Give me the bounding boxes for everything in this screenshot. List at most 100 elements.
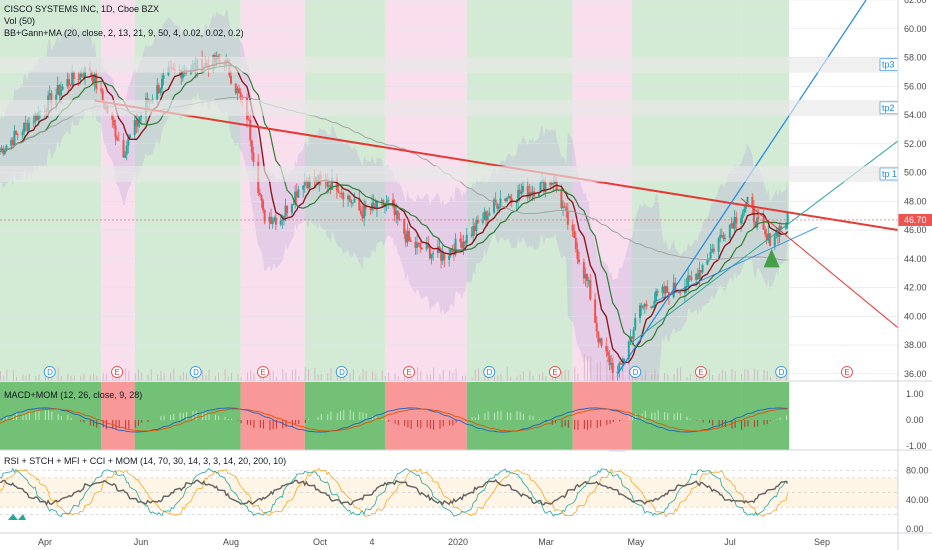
macd-histogram-bar xyxy=(6,416,8,420)
volume-bar xyxy=(721,369,723,381)
candle xyxy=(698,270,701,280)
candle xyxy=(428,247,431,259)
candle xyxy=(488,212,491,216)
macd-histogram-bar xyxy=(667,412,669,420)
bollinger-band xyxy=(0,9,788,466)
macd-histogram-bar xyxy=(125,420,127,430)
candle xyxy=(406,231,409,243)
target-zone xyxy=(0,166,898,182)
macd-histogram-bar xyxy=(134,420,136,428)
macd-histogram-bar xyxy=(522,413,524,420)
candle xyxy=(475,219,478,232)
candle xyxy=(374,205,377,209)
macd-histogram-bar xyxy=(327,414,329,420)
candle xyxy=(448,255,451,260)
candle xyxy=(359,210,362,215)
macd-histogram-bar xyxy=(757,420,759,427)
candle xyxy=(408,231,411,241)
candle xyxy=(138,117,141,122)
macd-histogram-bar xyxy=(141,420,143,423)
candle xyxy=(578,259,581,263)
candle xyxy=(711,248,714,252)
candle xyxy=(239,92,242,97)
macd-histogram-bar xyxy=(429,420,431,429)
macd-zone xyxy=(384,382,467,450)
volume-bar xyxy=(599,361,601,381)
candle xyxy=(417,242,420,244)
candle xyxy=(432,252,435,254)
candle xyxy=(69,84,72,86)
volume-bar xyxy=(567,370,569,381)
event-marker-label: E xyxy=(552,368,557,377)
macd-histogram-bar xyxy=(186,411,188,420)
candle xyxy=(653,300,656,306)
volume-bar xyxy=(89,375,91,381)
macd-histogram-bar xyxy=(224,416,226,420)
volume-bar xyxy=(388,372,390,381)
candle xyxy=(80,73,83,77)
candle xyxy=(571,224,574,231)
macd-histogram-bar xyxy=(474,417,476,420)
target-label: tp3 xyxy=(882,60,895,70)
candle xyxy=(32,122,35,123)
candle xyxy=(651,305,654,308)
volume-bar xyxy=(372,371,374,381)
macd-histogram-bar xyxy=(452,420,454,426)
target-zone xyxy=(0,99,898,116)
candle xyxy=(339,192,342,194)
candle xyxy=(181,72,184,79)
volume-bar xyxy=(170,372,172,381)
macd-histogram-bar xyxy=(664,411,666,420)
candle xyxy=(351,202,354,204)
volume-bar xyxy=(73,375,75,381)
candle xyxy=(611,362,614,373)
volume-bar xyxy=(67,373,69,381)
candle xyxy=(454,238,457,255)
candle xyxy=(566,210,569,225)
candle xyxy=(347,195,350,200)
candle xyxy=(746,196,749,204)
volume-bar xyxy=(349,373,351,381)
candle xyxy=(595,322,598,332)
candle xyxy=(363,205,366,219)
volume-bar xyxy=(744,368,746,381)
candle xyxy=(122,140,125,158)
macd-histogram-bar xyxy=(410,420,412,429)
macd-histogram-bar xyxy=(230,418,232,420)
volume-bar xyxy=(282,369,284,381)
volume-bar xyxy=(680,367,682,381)
candle xyxy=(526,186,529,198)
macd-histogram-bar xyxy=(487,411,489,420)
candle xyxy=(236,88,239,94)
macd-histogram-bar xyxy=(349,409,351,420)
macd-histogram-bar xyxy=(295,420,297,425)
logo-icon xyxy=(8,514,26,520)
price-tick-label: 42.00 xyxy=(904,283,927,293)
candle xyxy=(465,234,468,244)
candle xyxy=(740,218,743,224)
candle xyxy=(517,189,520,202)
candle xyxy=(576,249,579,260)
macd-histogram-bar xyxy=(147,420,149,422)
volume-bars xyxy=(0,353,787,381)
candle xyxy=(752,207,755,222)
candle xyxy=(140,114,143,118)
volume-bar xyxy=(381,370,383,381)
candle xyxy=(719,234,722,239)
candle xyxy=(539,182,542,193)
candle xyxy=(302,185,305,190)
candle xyxy=(730,223,733,225)
candle xyxy=(125,145,128,155)
candle xyxy=(724,237,727,239)
candle xyxy=(24,122,27,124)
volume-bar xyxy=(205,374,207,381)
candle xyxy=(335,177,338,191)
volume-bar xyxy=(70,376,72,381)
volume-bar xyxy=(307,369,309,381)
macd-histogram-bar xyxy=(455,420,457,423)
candle xyxy=(364,205,367,209)
macd-histogram-bar xyxy=(285,420,287,428)
macd-histogram-bar xyxy=(384,418,386,420)
